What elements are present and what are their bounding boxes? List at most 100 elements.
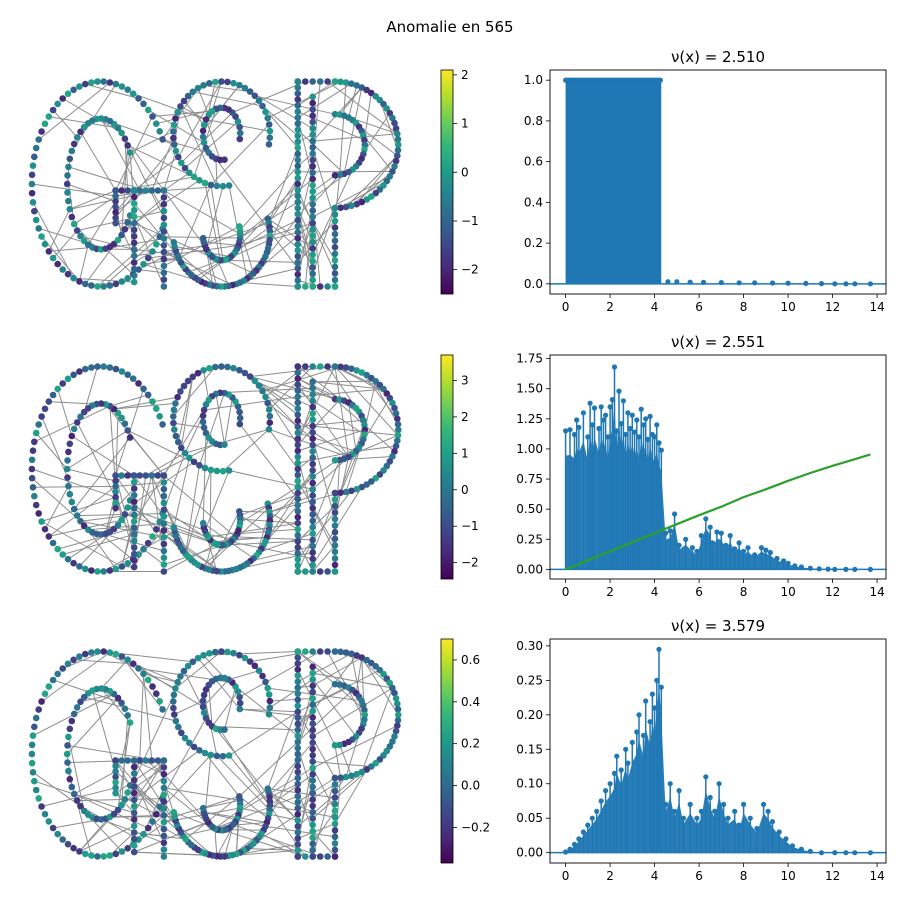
stem-marker xyxy=(657,77,664,83)
graph-node xyxy=(54,260,61,268)
graph-node xyxy=(262,678,269,686)
graph-node xyxy=(309,530,317,537)
graph-node xyxy=(309,251,317,259)
graph-edge xyxy=(188,259,221,273)
graph-edge xyxy=(297,111,365,141)
graph-edge xyxy=(197,88,210,116)
graph-node xyxy=(148,757,156,764)
graph-edge xyxy=(228,711,299,756)
graph-edge xyxy=(224,686,236,730)
stem-marker xyxy=(585,822,591,828)
graph-edge xyxy=(267,402,314,440)
graph-node xyxy=(160,228,168,235)
graph-node xyxy=(309,182,317,189)
graph-node xyxy=(130,822,138,830)
graph-nodes xyxy=(28,363,402,575)
graph-node xyxy=(112,488,119,496)
graph-edge xyxy=(113,402,176,410)
graph-node xyxy=(324,568,331,575)
graph-node xyxy=(73,512,81,519)
stem-marker xyxy=(758,545,765,551)
graph-node xyxy=(241,369,249,377)
graph-edge xyxy=(31,477,81,522)
graph-node xyxy=(130,233,138,240)
graph-edge xyxy=(214,795,298,829)
graph-node xyxy=(309,194,317,202)
graph-node xyxy=(130,259,138,266)
graph-node xyxy=(309,821,317,829)
graph-node xyxy=(331,555,339,562)
colorbar xyxy=(440,354,454,580)
graph-edge xyxy=(174,246,231,258)
graph-edge xyxy=(202,433,207,524)
graph-node xyxy=(94,648,101,655)
graph-node xyxy=(264,114,272,122)
graph-node xyxy=(114,521,122,529)
graph-node xyxy=(309,112,317,120)
x-tick-label: 2 xyxy=(606,300,614,314)
graph-node xyxy=(294,234,302,242)
graph-node xyxy=(126,149,134,156)
graph-node xyxy=(160,242,168,249)
graph-node xyxy=(302,648,309,655)
graph-node xyxy=(309,752,317,759)
colorbar-tick-label: −1 xyxy=(461,519,479,533)
graph-edge xyxy=(312,425,399,436)
graph-node xyxy=(266,697,274,705)
graph-node xyxy=(124,656,131,663)
graph-node xyxy=(80,123,88,131)
graph-node xyxy=(100,78,107,85)
graph-node xyxy=(294,477,302,485)
graph-node xyxy=(219,182,227,190)
graph-node xyxy=(124,712,131,719)
graph-node xyxy=(342,79,350,86)
x-tick-label: 8 xyxy=(740,300,748,314)
graph-node xyxy=(236,414,244,422)
stem-marker xyxy=(603,412,609,418)
graph-node xyxy=(294,829,302,836)
graph-node xyxy=(331,243,339,251)
graph-node xyxy=(136,187,143,194)
graph-node xyxy=(160,805,168,812)
graph-edge xyxy=(267,81,341,119)
graph-node xyxy=(73,704,81,711)
graph-node xyxy=(394,136,402,143)
graph-node xyxy=(230,649,237,657)
graph-node xyxy=(294,441,302,449)
graph-node xyxy=(294,375,302,382)
graph-node xyxy=(144,539,152,547)
graph-node xyxy=(45,398,53,405)
x-tick-label: 10 xyxy=(780,300,795,314)
graph-node xyxy=(265,426,273,433)
graph-node xyxy=(309,257,317,265)
graph-node xyxy=(186,739,193,747)
stem-marker xyxy=(667,528,673,534)
graph-node xyxy=(309,486,317,493)
graph-node xyxy=(294,841,302,848)
stem-marker xyxy=(605,434,611,440)
graph-node xyxy=(31,438,38,446)
graph-edge xyxy=(73,437,131,510)
graph-edge xyxy=(115,116,153,191)
graph-node xyxy=(294,90,302,97)
graph-edge xyxy=(100,534,135,561)
graph-node xyxy=(294,228,302,236)
stem-marker xyxy=(727,533,733,539)
graph-edge xyxy=(269,511,299,530)
graph-node xyxy=(200,367,207,374)
graph-node xyxy=(130,504,138,512)
graph-edge xyxy=(74,793,135,814)
graph-node xyxy=(309,542,317,550)
stem-marker xyxy=(600,417,607,423)
graph-node xyxy=(175,153,182,161)
graph-node xyxy=(353,652,361,659)
graph-node xyxy=(124,845,131,852)
x-tick-label: 4 xyxy=(651,869,659,883)
graph-edge xyxy=(214,828,218,857)
graph-node xyxy=(82,650,89,658)
graph-edge xyxy=(268,177,299,224)
graph-node xyxy=(178,729,185,737)
graph-edge xyxy=(31,468,116,498)
graph-node xyxy=(29,447,37,455)
graph-node xyxy=(130,803,138,810)
